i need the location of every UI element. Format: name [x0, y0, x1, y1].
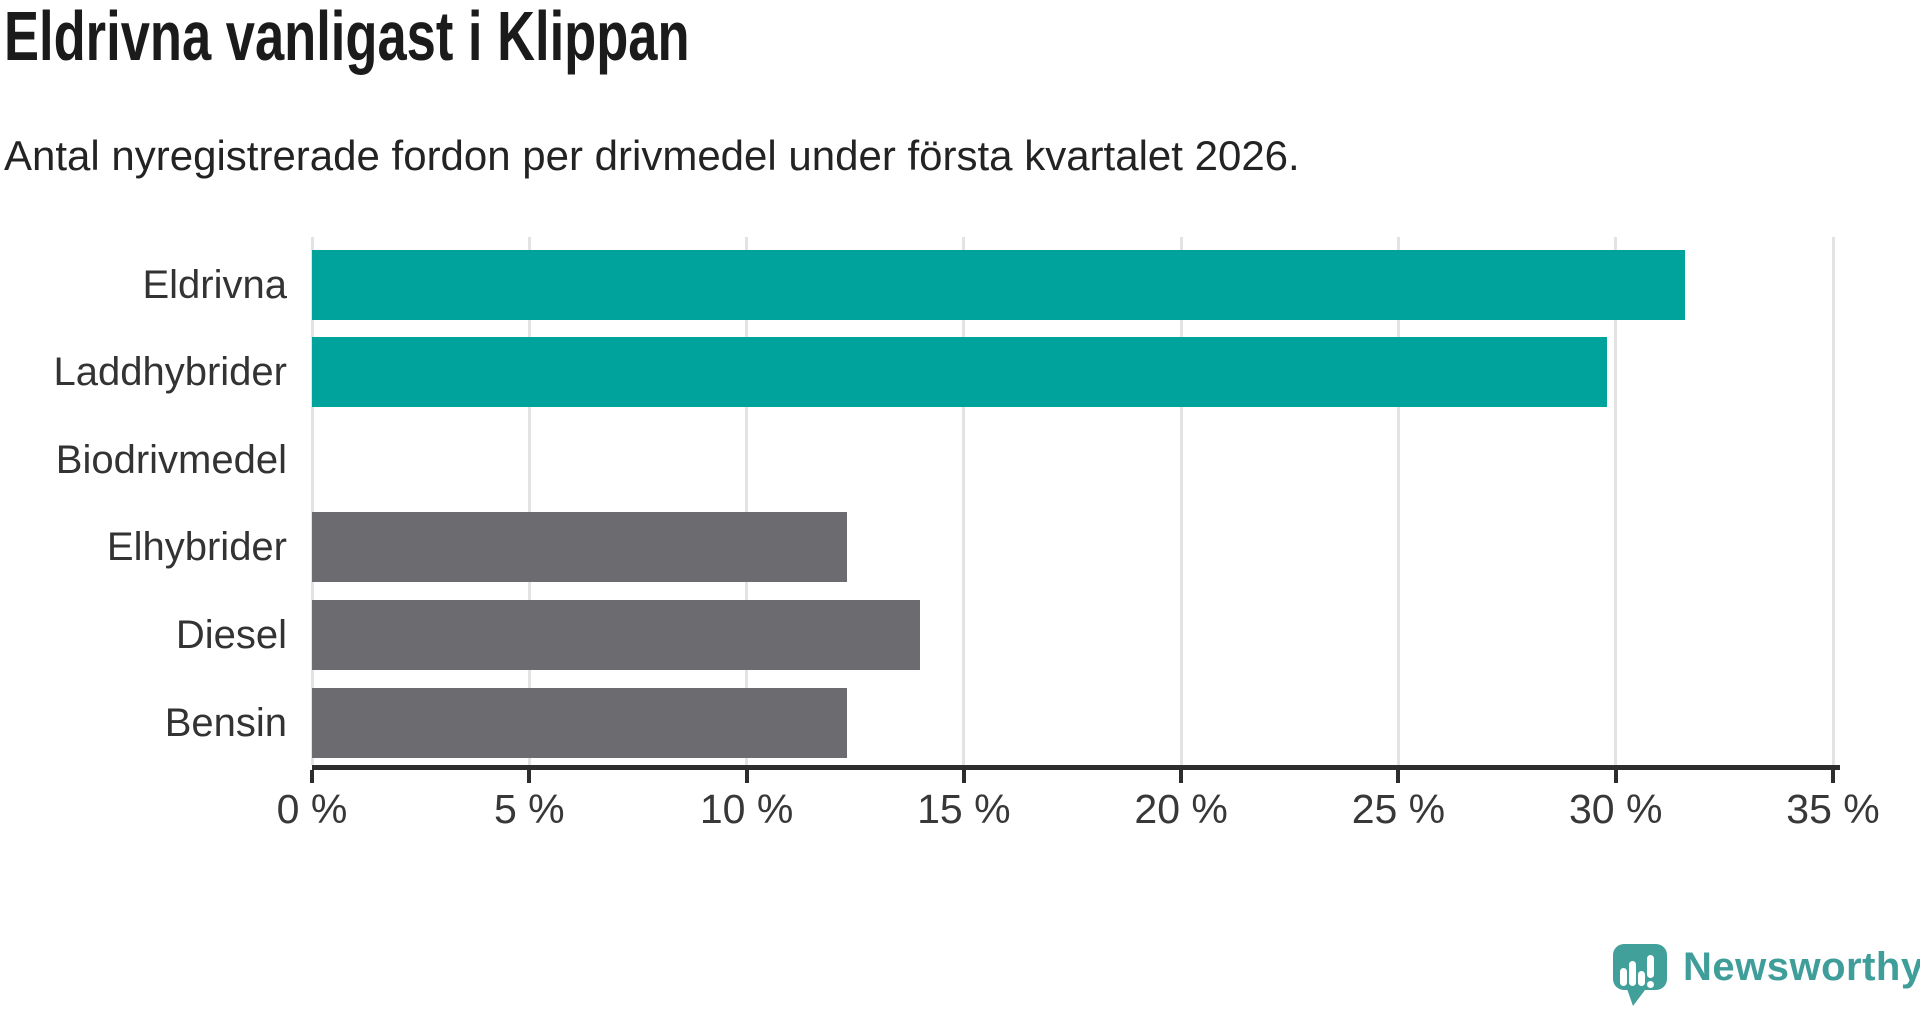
newsworthy-speech-bubble-chart-icon: [1613, 944, 1667, 1006]
x-tick-label-30: 30 %: [1568, 786, 1663, 832]
x-axis-line: [312, 765, 1840, 770]
gridline-30: [1614, 237, 1618, 765]
category-label-elhybrider: Elhybrider: [106, 525, 287, 570]
bar-elhybrider: [312, 512, 847, 583]
gridline-15: [962, 237, 966, 765]
x-tick-5: [527, 770, 532, 783]
newsworthy-logo-text: Newsworthy: [1683, 945, 1920, 989]
category-label-laddhybrider: Laddhybrider: [53, 350, 288, 395]
bar-laddhybrider: [312, 337, 1608, 408]
gridline-5: [527, 237, 531, 765]
bar-bensin: [312, 687, 847, 758]
x-tick-25: [1396, 770, 1401, 783]
category-label-diesel: Diesel: [175, 612, 287, 657]
x-tick-label-25: 25 %: [1351, 786, 1446, 832]
gridline-10: [745, 237, 749, 765]
x-tick-20: [1179, 770, 1184, 783]
bar-diesel: [312, 599, 921, 670]
x-tick-label-10: 10 %: [699, 786, 794, 832]
x-tick-10: [744, 770, 749, 783]
chart-subtitle: Antal nyregistrerade fordon per drivmede…: [4, 132, 1300, 179]
x-tick-label-5: 5 %: [493, 786, 565, 832]
category-label-eldrivna: Eldrivna: [142, 262, 287, 307]
category-label-biodrivmedel: Biodrivmedel: [55, 437, 287, 482]
x-tick-label-0: 0 %: [276, 786, 348, 832]
bar-eldrivna: [312, 249, 1686, 320]
gridline-0: [310, 237, 314, 765]
x-tick-30: [1613, 770, 1618, 783]
x-tick-0: [310, 770, 314, 783]
gridline-25: [1396, 237, 1400, 765]
gridline-20: [1179, 237, 1183, 765]
newsworthy-logo: Newsworthy: [1611, 944, 1920, 1007]
x-tick-label-15: 15 %: [917, 786, 1011, 832]
gridline-35: [1831, 237, 1835, 765]
chart-title: Eldrivna vanligast i Klippan: [4, 0, 690, 75]
category-label-bensin: Bensin: [164, 700, 287, 745]
x-tick-15: [961, 770, 966, 783]
x-tick-label-35: 35 %: [1786, 786, 1880, 832]
x-tick-35: [1831, 770, 1835, 783]
x-tick-label-20: 20 %: [1134, 786, 1228, 832]
